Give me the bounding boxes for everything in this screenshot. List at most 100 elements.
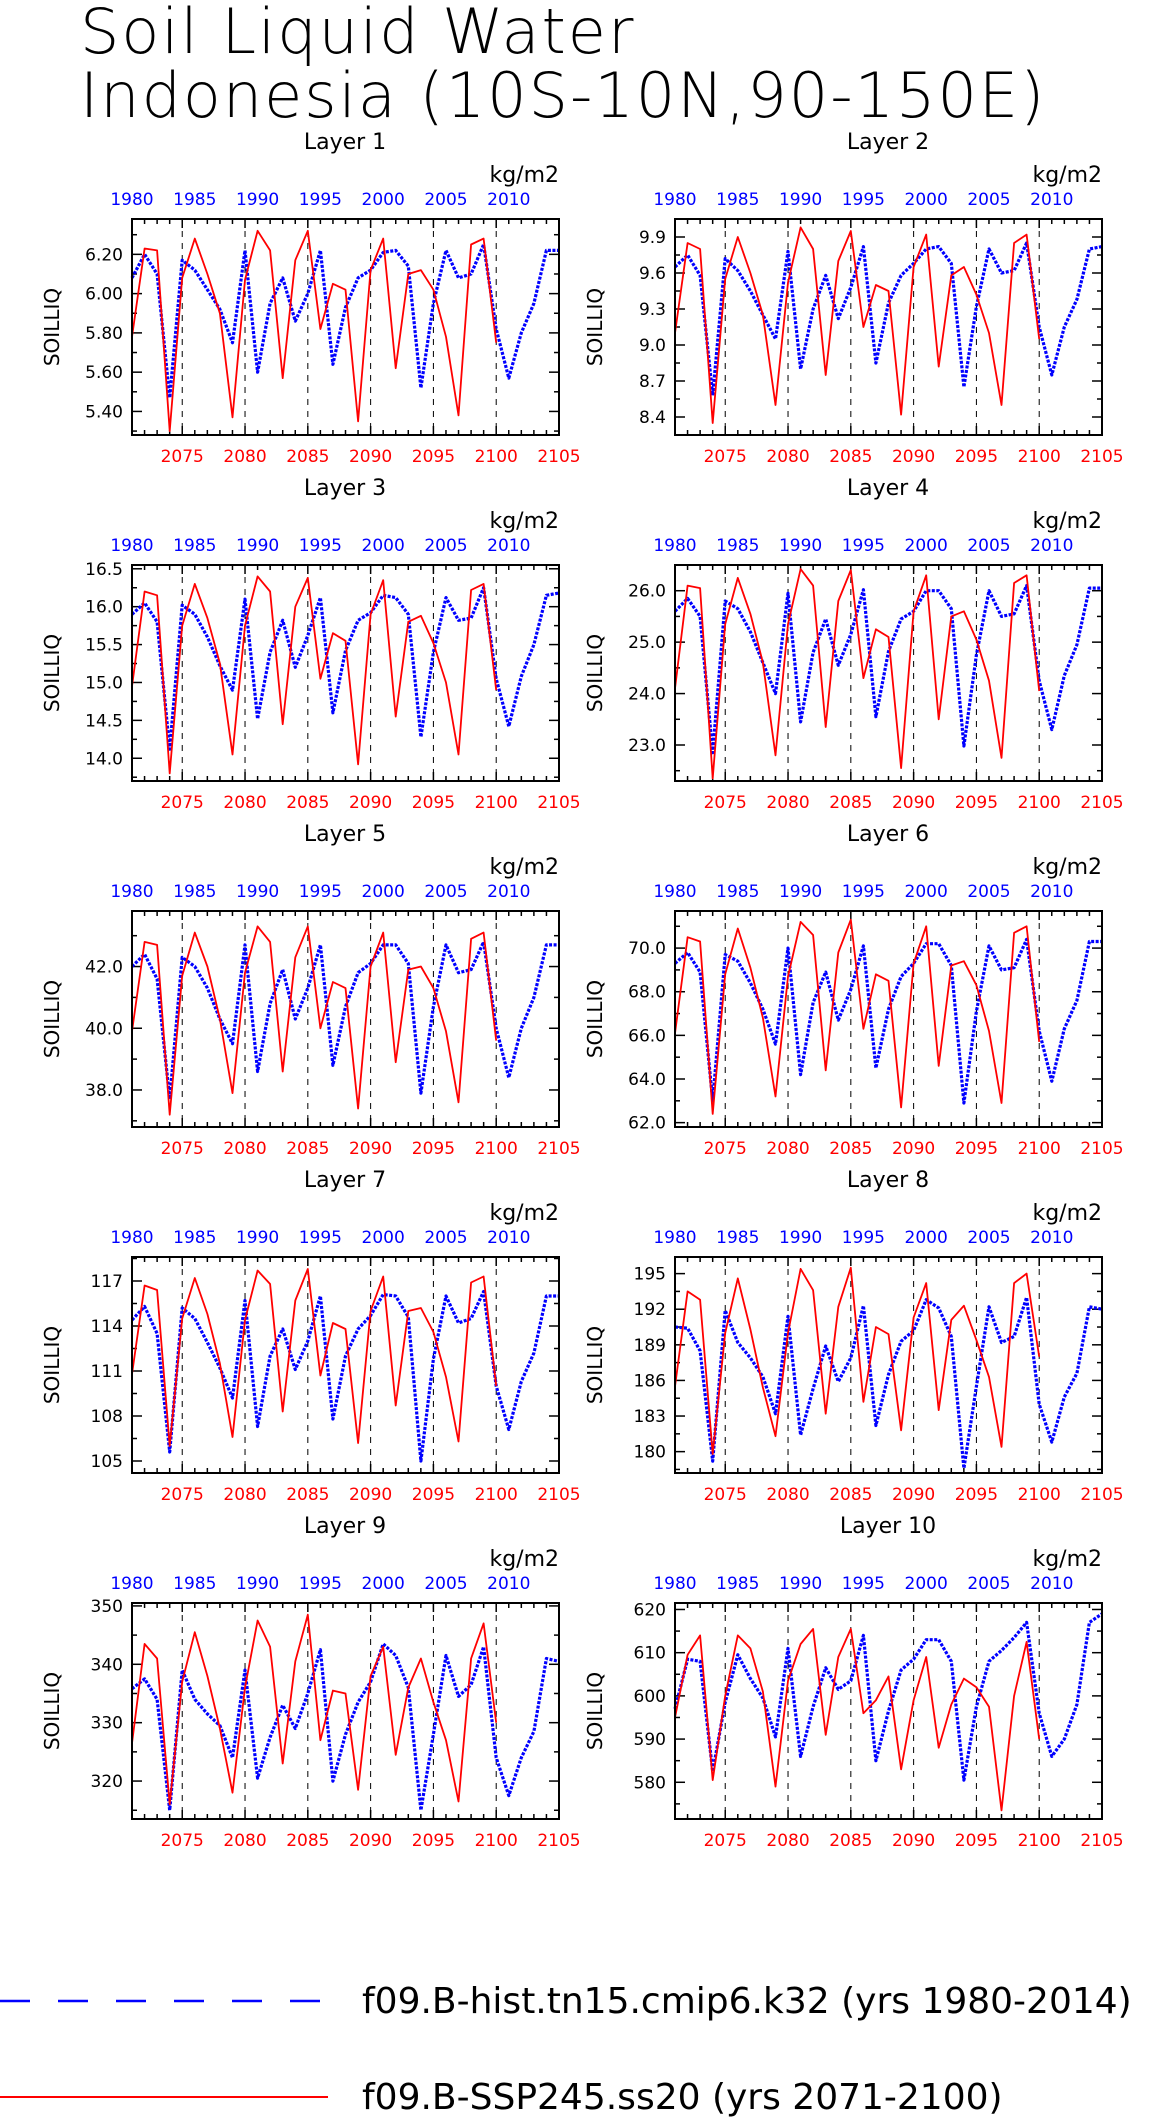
y-tick-label: 9.6 [639,264,666,284]
x-top-tick-label: 1995 [299,1574,342,1594]
x-bottom-tick-label: 2075 [704,1485,747,1505]
y-tick-label: 350 [91,1597,123,1617]
units-label: kg/m2 [1032,855,1102,880]
y-tick-label: 580 [634,1773,666,1793]
series-line-ssp [674,568,1041,780]
x-top-tick-label: 1980 [653,1228,696,1248]
x-bottom-tick-label: 2090 [349,793,392,813]
units-label: kg/m2 [1032,163,1102,188]
plot-frame [131,1256,560,1474]
y-axis-label: SOILLIQ [583,1326,607,1404]
x-bottom-tick-label: 2105 [537,793,580,813]
x-top-tick-label: 2010 [1030,1574,1073,1594]
chart-panel-10: Layer 10 kg/m2 SOILLIQ 2075 2080 2085 2090 2095… [583,1514,1124,1851]
y-axis-label: SOILLIQ [40,1672,64,1750]
series-line-ssp [131,925,498,1116]
x-top-tick-label: 2005 [424,1228,467,1248]
panel-title: Layer 7 [304,1168,386,1193]
x-top-tick-label: 1980 [110,882,153,902]
x-top-tick-label: 1990 [779,882,822,902]
x-bottom-tick-label: 2080 [766,793,809,813]
x-top-tick-label: 1990 [236,882,279,902]
y-tick-label: 24.0 [628,685,666,705]
chart-panel-3: Layer 3 kg/m2 SOILLIQ 2075 2080 2085 2090 2095 2… [40,476,581,813]
x-bottom-tick-label: 2080 [766,1831,809,1851]
y-tick-label: 66.0 [628,1026,666,1046]
series-line-hist [130,1289,559,1463]
series-line-hist [674,1295,1103,1470]
x-bottom-tick-label: 2095 [412,1139,455,1159]
title-line-1: Soil Liquid Water [80,0,636,68]
y-tick-label: 189 [634,1336,666,1356]
y-tick-label: 15.0 [85,673,123,693]
x-top-tick-label: 2005 [967,1574,1010,1594]
chart-panel-5: Layer 5 kg/m2 SOILLIQ 2075 2080 2085 2090 2095 2… [40,822,581,1159]
y-tick-label: 8.4 [639,408,666,428]
x-top-tick-label: 1990 [779,1574,822,1594]
y-tick-label: 340 [91,1655,123,1675]
y-tick-label: 25.0 [628,633,666,653]
panel-title: Layer 5 [304,822,386,847]
x-bottom-tick-label: 2105 [1080,1139,1123,1159]
series-line-hist [673,241,1103,397]
y-tick-label: 38.0 [85,1081,123,1101]
y-tick-label: 5.80 [85,324,123,344]
x-top-tick-label: 1995 [299,536,342,556]
x-top-tick-label: 1985 [716,882,759,902]
y-tick-label: 180 [634,1443,666,1463]
x-top-tick-label: 2005 [424,536,467,556]
x-bottom-tick-label: 2095 [412,447,455,467]
chart-panel-6: Layer 6 kg/m2 SOILLIQ 2075 2080 2085 2090 2095 2… [583,822,1124,1159]
x-top-tick-label: 2010 [487,882,530,902]
x-top-tick-label: 2000 [905,190,948,210]
x-bottom-tick-label: 2100 [475,1831,518,1851]
y-tick-label: 68.0 [628,983,666,1003]
x-top-tick-label: 2010 [487,1228,530,1248]
x-top-tick-label: 1995 [842,1574,885,1594]
x-bottom-tick-label: 2080 [223,1485,266,1505]
y-tick-label: 62.0 [628,1114,666,1134]
series-line-hist [673,583,1102,755]
units-label: kg/m2 [1032,1547,1102,1572]
y-tick-label: 14.0 [85,749,123,769]
y-tick-label: 42.0 [85,958,123,978]
x-bottom-tick-label: 2085 [829,1831,872,1851]
x-bottom-tick-label: 2105 [537,447,580,467]
y-tick-label: 5.60 [85,363,123,383]
x-top-tick-label: 1995 [842,536,885,556]
chart-panel-4: Layer 4 kg/m2 SOILLIQ 2075 2080 2085 2090 2095 2… [583,476,1124,813]
x-bottom-tick-label: 2100 [475,447,518,467]
y-tick-label: 320 [91,1772,123,1792]
y-tick-label: 64.0 [628,1070,666,1090]
x-top-tick-label: 2010 [1030,190,1073,210]
x-top-tick-label: 1985 [173,1228,216,1248]
x-bottom-tick-label: 2100 [1018,1139,1061,1159]
x-top-tick-label: 1985 [173,882,216,902]
chart-panel-8: Layer 8 kg/m2 SOILLIQ 2075 2080 2085 2090 2095 2… [583,1168,1124,1505]
series-line-hist [673,1612,1103,1782]
y-tick-label: 26.0 [628,582,666,602]
y-axis-label: SOILLIQ [40,288,64,366]
series-line-ssp [674,1628,1041,1812]
plot-frame [131,1602,560,1820]
x-bottom-tick-label: 2090 [892,1485,935,1505]
x-bottom-tick-label: 2090 [892,1139,935,1159]
x-bottom-tick-label: 2075 [161,447,204,467]
x-top-tick-label: 2005 [424,882,467,902]
plot-frame [131,218,560,436]
x-bottom-tick-label: 2085 [286,1831,329,1851]
units-label: kg/m2 [1032,1201,1102,1226]
plot-frame [674,1256,1103,1474]
series-line-hist [130,242,559,400]
x-top-tick-label: 1985 [716,1574,759,1594]
x-top-tick-label: 1990 [236,1228,279,1248]
x-bottom-tick-label: 2080 [766,1485,809,1505]
x-top-tick-label: 1985 [716,536,759,556]
y-tick-label: 6.20 [85,245,123,265]
x-top-tick-label: 2000 [905,882,948,902]
x-top-tick-label: 2000 [905,536,948,556]
x-top-tick-label: 1985 [173,1574,216,1594]
panel-title: Layer 6 [847,822,929,847]
x-bottom-tick-label: 2075 [161,1831,204,1851]
x-top-tick-label: 1980 [110,1228,153,1248]
